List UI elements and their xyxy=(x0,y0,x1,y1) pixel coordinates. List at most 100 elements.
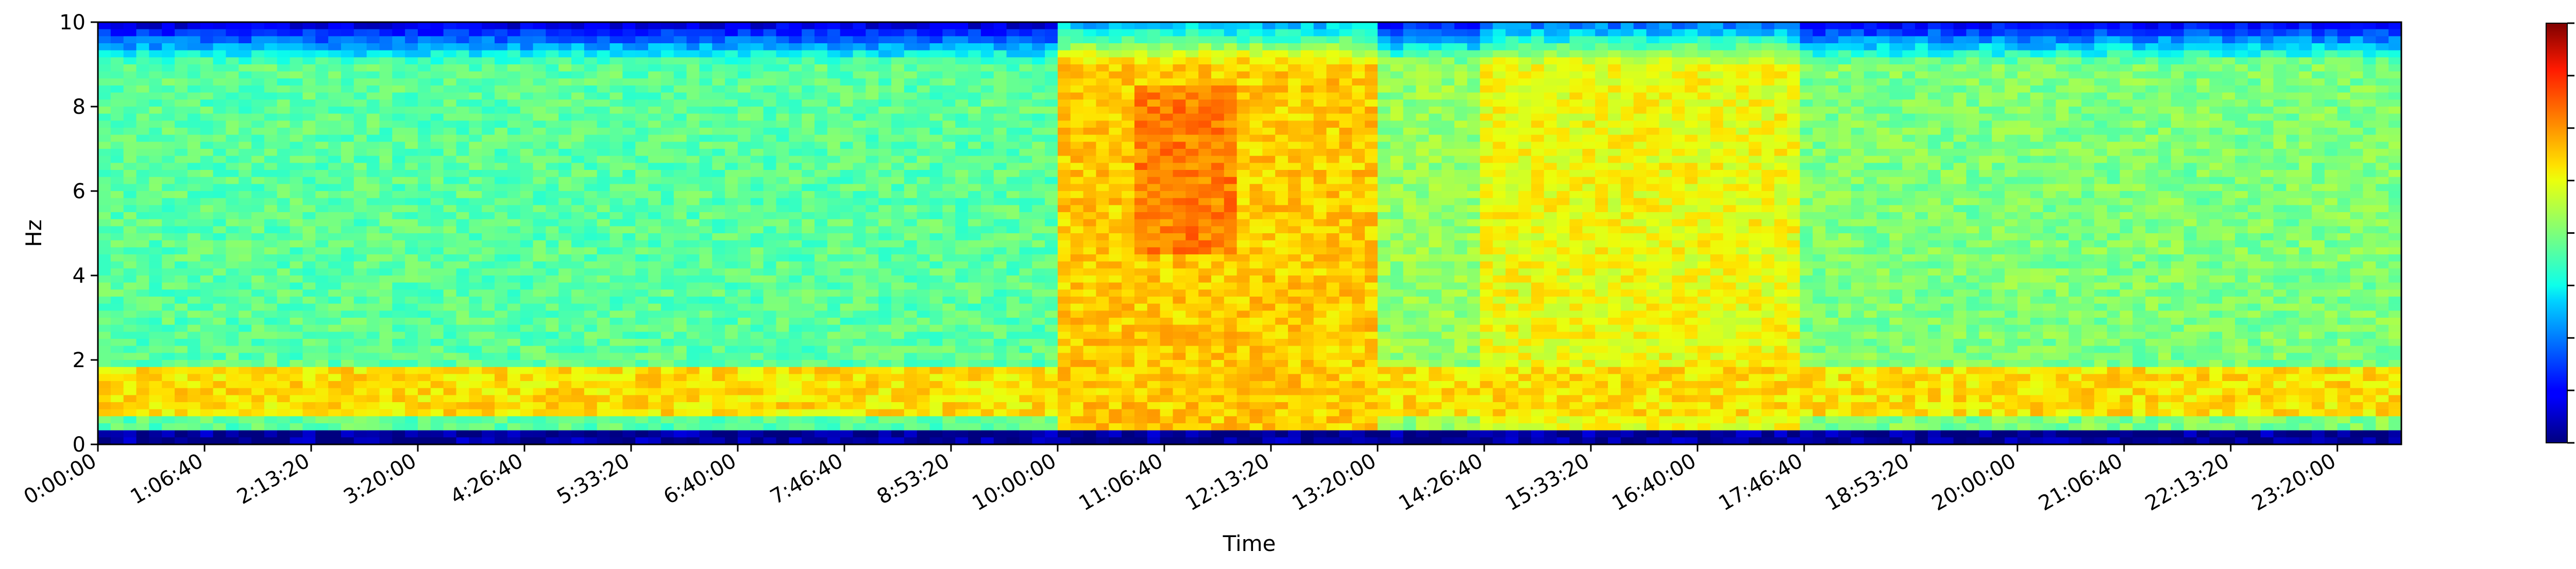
heatmap-cell xyxy=(392,332,405,339)
heatmap-cell xyxy=(149,261,162,269)
heatmap-cell xyxy=(290,289,303,297)
heatmap-cell xyxy=(673,402,687,410)
heatmap-cell xyxy=(1096,282,1110,290)
heatmap-cell xyxy=(98,64,111,72)
heatmap-cell xyxy=(993,71,1007,79)
heatmap-cell xyxy=(891,163,905,170)
heatmap-cell xyxy=(776,367,790,375)
heatmap-cell xyxy=(149,43,162,51)
heatmap-cell xyxy=(750,205,764,213)
heatmap-cell xyxy=(1160,29,1174,37)
heatmap-cell xyxy=(737,437,751,444)
heatmap-cell xyxy=(213,212,227,220)
heatmap-cell xyxy=(609,282,623,290)
heatmap-cell xyxy=(187,170,201,178)
heatmap-cell xyxy=(712,423,725,431)
heatmap-cell xyxy=(891,275,905,283)
heatmap-cell xyxy=(571,170,585,178)
heatmap-cell xyxy=(353,219,367,227)
heatmap-cell xyxy=(622,289,636,297)
heatmap-cell xyxy=(635,374,649,382)
heatmap-cell xyxy=(443,134,457,143)
heatmap-cell xyxy=(763,120,777,128)
heatmap-cell xyxy=(379,247,393,255)
heatmap-cell xyxy=(315,99,329,107)
heatmap-cell xyxy=(584,402,598,410)
heatmap-cell xyxy=(482,92,495,100)
heatmap-cell xyxy=(929,240,943,248)
heatmap-cell xyxy=(686,268,700,276)
heatmap-cell xyxy=(878,128,892,135)
heatmap-cell xyxy=(1032,156,1045,164)
heatmap-cell xyxy=(520,170,534,178)
heatmap-cell xyxy=(149,198,162,206)
heatmap-cell xyxy=(546,134,559,143)
heatmap-cell xyxy=(763,395,777,403)
heatmap-cell xyxy=(699,402,713,410)
heatmap-cell xyxy=(584,156,598,164)
heatmap-cell xyxy=(648,113,662,122)
heatmap-cell xyxy=(571,43,585,51)
heatmap-cell xyxy=(136,409,150,417)
heatmap-cell xyxy=(1134,156,1148,164)
heatmap-cell xyxy=(123,107,137,114)
heatmap-cell xyxy=(686,78,700,86)
heatmap-cell xyxy=(366,64,380,72)
heatmap-cell xyxy=(149,395,162,403)
heatmap-cell xyxy=(533,120,547,128)
heatmap-cell xyxy=(955,50,969,58)
heatmap-cell xyxy=(1096,71,1110,79)
heatmap-cell xyxy=(430,128,444,135)
heatmap-cell xyxy=(392,297,405,304)
heatmap-cell xyxy=(750,64,764,72)
heatmap-cell xyxy=(827,353,841,360)
heatmap-cell xyxy=(1070,92,1084,100)
heatmap-cell xyxy=(187,261,201,269)
heatmap-cell xyxy=(789,282,802,290)
heatmap-cell xyxy=(917,107,930,114)
heatmap-cell xyxy=(673,353,687,360)
heatmap-cell xyxy=(597,303,611,312)
heatmap-cell xyxy=(379,303,393,312)
heatmap-cell xyxy=(609,36,623,44)
heatmap-cell xyxy=(1045,36,1058,44)
heatmap-cell xyxy=(814,219,828,227)
heatmap-cell xyxy=(917,402,930,410)
heatmap-cell xyxy=(520,367,534,375)
heatmap-cell xyxy=(942,318,956,325)
heatmap-cell xyxy=(469,219,482,227)
heatmap-cell xyxy=(635,212,649,220)
heatmap-cell xyxy=(942,254,956,262)
heatmap-cell xyxy=(891,423,905,431)
heatmap-cell xyxy=(328,78,342,86)
heatmap-cell xyxy=(520,318,534,325)
heatmap-cell xyxy=(277,360,291,368)
heatmap-cell xyxy=(1147,120,1161,128)
heatmap-cell xyxy=(686,388,700,396)
heatmap-cell xyxy=(1160,22,1174,30)
heatmap-cell xyxy=(430,339,444,347)
heatmap-cell xyxy=(571,57,585,65)
heatmap-cell xyxy=(968,381,981,389)
heatmap-cell xyxy=(417,170,431,178)
heatmap-cell xyxy=(917,212,930,220)
heatmap-cell xyxy=(840,388,854,396)
heatmap-cell xyxy=(725,303,738,312)
heatmap-cell xyxy=(430,99,444,107)
heatmap-cell xyxy=(866,437,879,444)
heatmap-cell xyxy=(1122,297,1135,304)
heatmap-cell xyxy=(597,240,611,248)
heatmap-cell xyxy=(277,43,291,51)
heatmap-cell xyxy=(878,170,892,178)
heatmap-cell xyxy=(686,57,700,65)
heatmap-cell xyxy=(546,107,559,114)
heatmap-cell xyxy=(1147,184,1161,192)
heatmap-cell xyxy=(609,64,623,72)
heatmap-cell xyxy=(443,289,457,297)
heatmap-cell xyxy=(315,29,329,37)
heatmap-cell xyxy=(891,142,905,149)
heatmap-cell xyxy=(635,409,649,417)
heatmap-cell xyxy=(648,416,662,424)
heatmap-cell xyxy=(942,381,956,389)
heatmap-cell xyxy=(302,128,316,135)
